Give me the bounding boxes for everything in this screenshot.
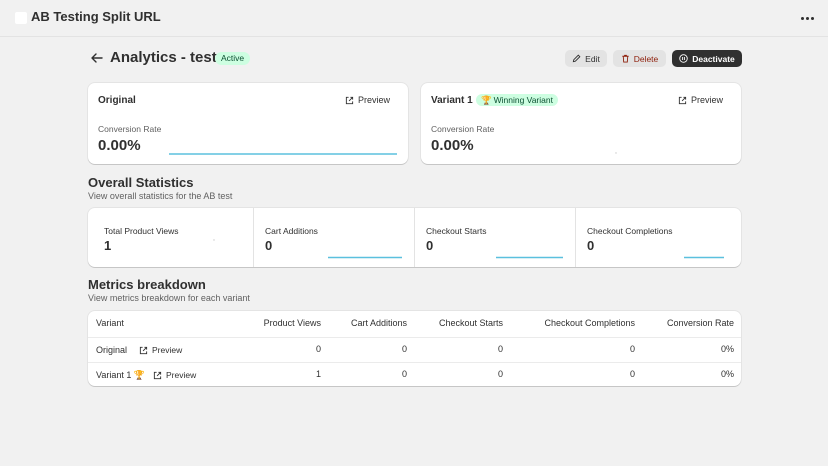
app-title: AB Testing Split URL [31, 9, 161, 24]
checkout-starts-sparkline [496, 256, 563, 259]
table-cell-variant: Variant 1 🏆 [96, 370, 146, 380]
winning-variant-label: Winning Variant [493, 95, 553, 105]
preview-link-original[interactable]: Preview [345, 95, 390, 105]
pause-circle-icon [679, 54, 688, 63]
stat-value: 0 [426, 238, 434, 253]
table-cell-checkout-starts: 0 [497, 369, 503, 379]
conversion-rate-label: Conversion Rate [431, 124, 495, 134]
table-cell-cart-additions: 0 [401, 369, 407, 379]
edit-button-label: Edit [585, 53, 600, 64]
conversion-rate-label: Conversion Rate [98, 124, 162, 134]
column-header-variant: Variant [96, 318, 124, 328]
stat-value: 0 [587, 238, 595, 253]
table-preview-link[interactable]: Preview [139, 345, 182, 355]
preview-label: Preview [358, 95, 391, 105]
app-icon [15, 12, 27, 24]
table-cell-checkout-completions: 0 [629, 344, 635, 354]
table-cell-cart-additions: 0 [401, 344, 407, 354]
stat-label: Cart Additions [265, 226, 318, 236]
table-divider [88, 362, 741, 363]
table-cell-conversion-rate: 0% [720, 344, 734, 354]
external-link-icon [345, 96, 354, 104]
external-link-icon [678, 96, 687, 104]
stat-divider [253, 208, 254, 267]
arrow-left-icon [91, 53, 103, 63]
trash-icon [622, 54, 629, 63]
variant-card-variant-1 [421, 83, 741, 164]
table-preview-link[interactable]: Preview [153, 370, 196, 380]
preview-label: Preview [166, 370, 197, 380]
preview-label: Preview [691, 95, 724, 105]
trophy-icon: 🏆 [481, 95, 492, 105]
cart-additions-sparkline [328, 256, 402, 259]
stat-divider [414, 208, 415, 267]
column-header-checkout-completions: Checkout Completions [544, 318, 635, 328]
edit-button[interactable]: Edit [565, 50, 607, 67]
column-header-cart-additions: Cart Additions [350, 318, 407, 328]
column-header-conversion-rate: Conversion Rate [666, 318, 734, 328]
app-topbar: AB Testing Split URL [0, 0, 828, 37]
external-link-icon [139, 346, 148, 354]
stat-label: Checkout Completions [587, 226, 673, 236]
column-header-product-views: Product Views [263, 318, 321, 328]
conversion-rate-sparkline [615, 152, 617, 154]
deactivate-button-label: Deactivate [692, 53, 735, 64]
more-dot-icon [800, 16, 804, 20]
total-product-views-sparkline [213, 239, 215, 241]
table-cell-product-views: 1 [315, 369, 321, 379]
table-cell-checkout-starts: 0 [497, 344, 503, 354]
table-cell-variant: Original [96, 345, 128, 355]
metrics-breakdown-table [88, 311, 741, 386]
checkout-completions-sparkline [684, 256, 724, 259]
table-divider [88, 337, 741, 338]
back-button[interactable] [89, 50, 105, 66]
stat-divider [575, 208, 576, 267]
overall-statistics-title: Overall Statistics [88, 175, 194, 190]
more-dot-icon [805, 16, 809, 20]
metrics-breakdown-title: Metrics breakdown [88, 277, 206, 292]
more-actions-button[interactable] [796, 8, 818, 28]
page-title: Analytics - test [110, 49, 217, 66]
variant-name: Variant 1 [431, 95, 473, 106]
column-header-checkout-starts: Checkout Starts [438, 318, 503, 328]
metrics-breakdown-subtitle: View metrics breakdown for each variant [88, 293, 250, 303]
winning-variant-badge: 🏆 Winning Variant [476, 94, 558, 106]
stat-label: Checkout Starts [426, 226, 487, 236]
external-link-icon [153, 371, 162, 379]
conversion-rate-value: 0.00% [431, 137, 474, 154]
conversion-rate-value: 0.00% [98, 137, 141, 154]
preview-link-variant-1[interactable]: Preview [678, 95, 723, 105]
table-cell-checkout-completions: 0 [629, 369, 635, 379]
stat-value: 1 [104, 238, 112, 253]
more-dot-icon [810, 16, 814, 20]
preview-label: Preview [152, 345, 183, 355]
delete-button-label: Delete [633, 53, 659, 64]
table-cell-product-views: 0 [315, 344, 321, 354]
pencil-icon [572, 54, 581, 63]
overall-statistics-subtitle: View overall statistics for the AB test [88, 191, 233, 201]
status-badge: Active [215, 52, 251, 65]
deactivate-button[interactable]: Deactivate [672, 50, 742, 67]
conversion-rate-sparkline [169, 153, 397, 155]
variant-name: Original [98, 95, 136, 106]
delete-button[interactable]: Delete [613, 50, 666, 67]
stat-value: 0 [265, 238, 273, 253]
stat-label: Total Product Views [104, 226, 179, 236]
table-cell-conversion-rate: 0% [720, 369, 734, 379]
variant-card-original [88, 83, 408, 164]
